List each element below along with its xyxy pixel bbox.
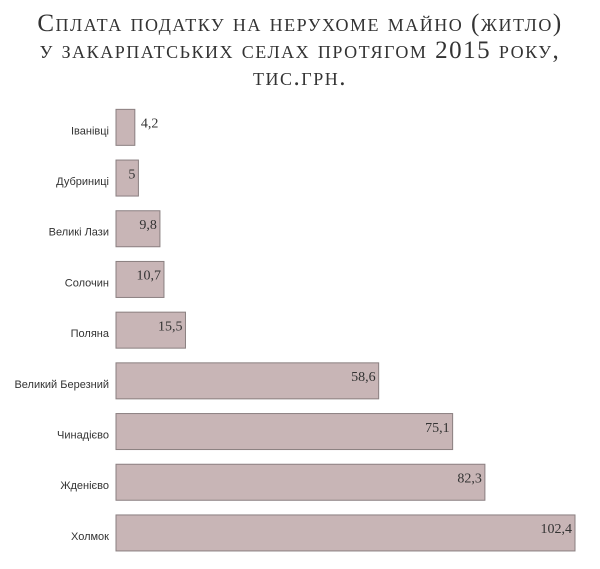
value-label: 15,5 [158, 319, 183, 334]
value-label: 82,3 [457, 471, 482, 486]
bar [115, 413, 454, 451]
bar [115, 311, 186, 349]
value-label: 5 [128, 167, 135, 182]
bar [115, 210, 161, 248]
y-tick-label: Великі Лази [49, 227, 109, 239]
value-label: 10,7 [136, 269, 161, 284]
y-tick-label: Іванівці [71, 125, 109, 137]
value-label: 75,1 [425, 421, 450, 436]
value-label: 102,4 [541, 522, 573, 537]
bar [115, 362, 380, 400]
bar [115, 514, 576, 552]
chart-title: Сплата податку на нерухоме майно (житло)… [37, 10, 563, 91]
bar [115, 108, 136, 146]
bar [115, 260, 165, 298]
value-label: 9,8 [139, 218, 157, 233]
y-tick-label: Поляна [71, 328, 110, 340]
y-tick-label: Жденієво [60, 480, 109, 492]
y-tick-label: Чинадієво [57, 429, 109, 441]
y-tick-label: Солочин [65, 277, 109, 289]
value-label: 4,2 [141, 117, 159, 132]
y-tick-label: Великий Березний [14, 379, 109, 391]
bar [115, 159, 139, 197]
bar [115, 463, 486, 501]
y-tick-label: Дубриниці [56, 176, 109, 188]
value-label: 58,6 [351, 370, 376, 385]
y-tick-label: Холмок [71, 531, 109, 543]
